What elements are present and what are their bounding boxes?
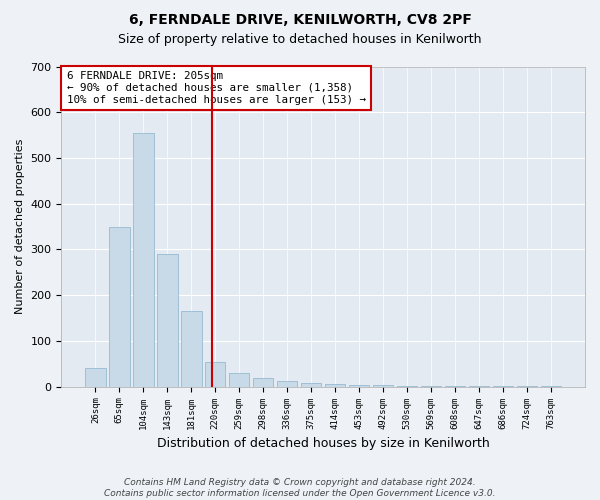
Bar [85, 368, 106, 386]
Bar [181, 311, 202, 386]
Bar [157, 254, 178, 386]
Bar [277, 381, 298, 386]
Y-axis label: Number of detached properties: Number of detached properties [15, 139, 25, 314]
Bar [253, 378, 274, 386]
Bar [301, 383, 322, 386]
Bar [229, 373, 250, 386]
X-axis label: Distribution of detached houses by size in Kenilworth: Distribution of detached houses by size … [157, 437, 490, 450]
Text: Size of property relative to detached houses in Kenilworth: Size of property relative to detached ho… [118, 32, 482, 46]
Bar [325, 384, 346, 386]
Bar [349, 385, 370, 386]
Bar [133, 133, 154, 386]
Text: 6 FERNDALE DRIVE: 205sqm
← 90% of detached houses are smaller (1,358)
10% of sem: 6 FERNDALE DRIVE: 205sqm ← 90% of detach… [67, 72, 365, 104]
Text: Contains HM Land Registry data © Crown copyright and database right 2024.
Contai: Contains HM Land Registry data © Crown c… [104, 478, 496, 498]
Bar [109, 226, 130, 386]
Bar [205, 362, 226, 386]
Text: 6, FERNDALE DRIVE, KENILWORTH, CV8 2PF: 6, FERNDALE DRIVE, KENILWORTH, CV8 2PF [128, 12, 472, 26]
